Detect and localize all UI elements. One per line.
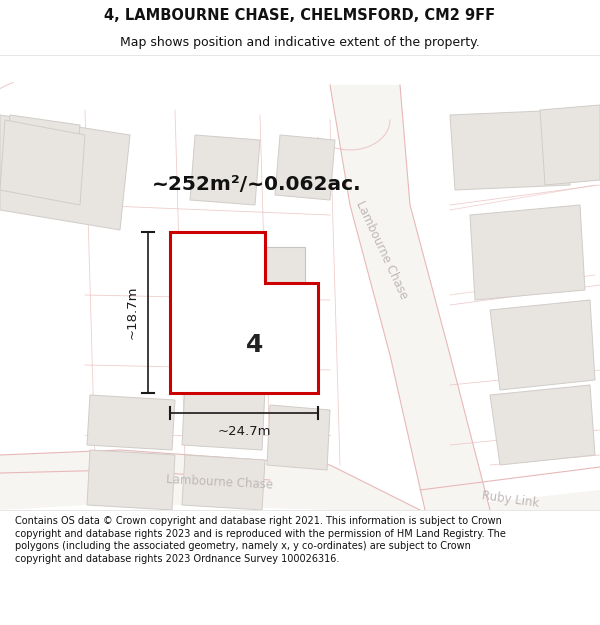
- Polygon shape: [0, 115, 130, 230]
- Polygon shape: [490, 300, 595, 390]
- Polygon shape: [450, 110, 570, 190]
- Text: Map shows position and indicative extent of the property.: Map shows position and indicative extent…: [120, 36, 480, 49]
- Text: ~18.7m: ~18.7m: [126, 286, 139, 339]
- Polygon shape: [420, 490, 600, 510]
- Polygon shape: [0, 120, 85, 205]
- Text: ~24.7m: ~24.7m: [217, 425, 271, 438]
- Polygon shape: [87, 450, 175, 510]
- Polygon shape: [470, 205, 585, 300]
- Polygon shape: [87, 395, 175, 450]
- Polygon shape: [540, 105, 600, 185]
- Text: ~252m²/~0.062ac.: ~252m²/~0.062ac.: [152, 176, 362, 194]
- Polygon shape: [170, 232, 318, 393]
- Polygon shape: [330, 85, 490, 510]
- Text: Ruby Link: Ruby Link: [481, 489, 539, 511]
- Polygon shape: [182, 455, 265, 510]
- Text: 4, LAMBOURNE CHASE, CHELMSFORD, CM2 9FF: 4, LAMBOURNE CHASE, CHELMSFORD, CM2 9FF: [104, 8, 496, 23]
- Polygon shape: [275, 135, 335, 200]
- Text: Lambourne Chase: Lambourne Chase: [166, 472, 274, 491]
- Text: Contains OS data © Crown copyright and database right 2021. This information is : Contains OS data © Crown copyright and d…: [15, 516, 506, 564]
- Text: Lambourne Chase: Lambourne Chase: [353, 199, 410, 301]
- Polygon shape: [5, 115, 80, 185]
- Polygon shape: [190, 135, 260, 205]
- Polygon shape: [267, 405, 330, 470]
- Polygon shape: [182, 385, 265, 450]
- Text: 4: 4: [247, 333, 263, 357]
- Polygon shape: [490, 385, 595, 465]
- Polygon shape: [0, 450, 420, 510]
- Polygon shape: [185, 247, 305, 378]
